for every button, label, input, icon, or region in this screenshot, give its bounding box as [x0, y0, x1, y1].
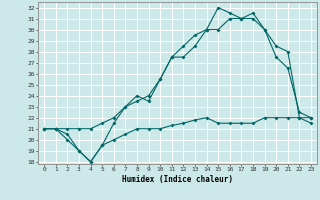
- X-axis label: Humidex (Indice chaleur): Humidex (Indice chaleur): [122, 175, 233, 184]
